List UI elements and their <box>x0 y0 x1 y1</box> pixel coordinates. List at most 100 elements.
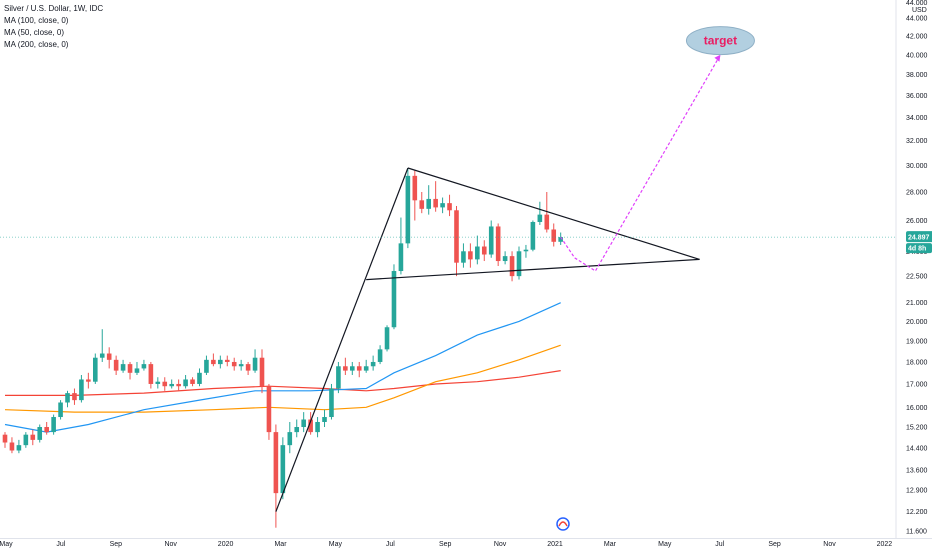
ma100-line <box>4 302 561 433</box>
candle-body <box>350 366 355 371</box>
candle-body <box>405 175 411 244</box>
price-tick-label: 17.000 <box>906 381 928 388</box>
candle-body <box>329 388 334 418</box>
time-tick-label: Sep <box>768 541 781 548</box>
time-tick-label: May <box>658 541 672 548</box>
candle-body <box>294 427 300 433</box>
price-badges: 24.897 4d 8h <box>0 231 932 254</box>
candle-body <box>322 417 327 422</box>
symbol-title[interactable]: Silver / U.S. Dollar, 1W, IDC <box>4 4 104 13</box>
candle-body <box>259 357 265 387</box>
candle-body <box>51 417 56 433</box>
price-tick-label: 42.000 <box>906 34 928 41</box>
price-tick-label: 18.000 <box>906 359 928 366</box>
candle-body <box>162 381 168 387</box>
time-tick-label: Nov <box>494 541 507 548</box>
candle-body <box>440 203 445 208</box>
time-tick-label: Jul <box>715 541 724 548</box>
candle-body <box>37 427 43 440</box>
price-tick-label: 13.600 <box>906 467 928 474</box>
candle-body <box>44 427 49 433</box>
candle-body <box>79 379 84 401</box>
candle-body <box>16 445 22 451</box>
chart-legend: Silver / U.S. Dollar, 1W, IDC MA (100, c… <box>4 3 103 51</box>
price-tick-label: 12.900 <box>906 488 928 495</box>
candlestick-series <box>2 168 563 528</box>
price-tick-label: 19.000 <box>906 339 928 346</box>
ma50-legend[interactable]: MA (50, close, 0) <box>4 28 65 37</box>
candle-body <box>398 243 404 272</box>
candle-body <box>280 445 286 494</box>
time-tick-label: Nov <box>823 541 836 548</box>
flagpole-line <box>275 167 409 512</box>
candle-body <box>468 251 473 260</box>
time-tick-label: Nov <box>164 541 177 548</box>
top-price-label: 44.000 <box>906 0 928 7</box>
countdown-badge <box>906 243 932 254</box>
ma50-line <box>4 344 561 413</box>
candle-body <box>58 402 63 418</box>
candle-body <box>454 210 459 263</box>
candle-body <box>99 353 105 358</box>
candle-body <box>391 271 397 328</box>
time-tick-label: May <box>329 541 343 548</box>
price-tick-label: 44.000 <box>906 16 928 23</box>
time-tick-label: Sep <box>110 541 123 548</box>
candle-body <box>461 251 466 263</box>
candle-body <box>211 359 216 365</box>
candle-body <box>523 249 529 252</box>
time-axis[interactable]: May Jul Sep Nov 2020 Mar May Jul Sep Nov 2021 Mar Ma… <box>0 538 932 549</box>
candle-body <box>190 379 195 384</box>
price-tick-label: 28.000 <box>906 189 928 196</box>
ma100-legend[interactable]: MA (100, close, 0) <box>4 16 69 25</box>
candle-body <box>176 383 181 387</box>
candle-body <box>495 226 501 262</box>
candle-body <box>308 419 313 433</box>
candle-body <box>9 442 15 451</box>
candle-body <box>92 357 98 382</box>
last-price-badge <box>906 231 932 243</box>
candle-body <box>183 379 188 387</box>
candle-body <box>384 327 390 350</box>
price-tick-label: 16.000 <box>906 405 928 412</box>
price-tick-label: 15.200 <box>906 425 928 432</box>
price-tick-label: 21.000 <box>906 300 928 307</box>
projection-path <box>560 54 721 272</box>
time-tick-label: 2020 <box>218 541 234 548</box>
candle-body <box>245 364 251 371</box>
time-tick-label: Sep <box>439 541 452 548</box>
candle-body <box>530 221 536 250</box>
candle-body <box>377 349 383 362</box>
price-tick-label: 30.000 <box>906 163 928 170</box>
candle-body <box>141 364 147 369</box>
candle-body <box>231 361 237 367</box>
ma200-legend[interactable]: MA (200, close, 0) <box>4 40 69 49</box>
candle-body <box>204 359 209 373</box>
price-tick-label: 26.000 <box>906 218 928 225</box>
candle-body <box>197 372 202 384</box>
time-tick-label: May <box>0 541 13 548</box>
candle-body <box>106 353 112 360</box>
price-axis[interactable]: 11.600 12.200 12.900 13.600 14.400 15.200 16.0… <box>906 16 928 536</box>
target-annotation[interactable]: target <box>685 26 755 56</box>
candle-body <box>86 379 91 382</box>
candle-body <box>287 432 293 446</box>
tradingview-logo-icon[interactable] <box>556 517 570 531</box>
price-tick-label: 34.000 <box>906 115 928 122</box>
price-tick-label: 32.000 <box>906 138 928 145</box>
candle-body <box>343 366 348 371</box>
candle-body <box>370 361 376 367</box>
candle-body <box>72 393 77 401</box>
currency-label: USD <box>912 7 927 14</box>
target-label: target <box>704 34 737 48</box>
time-tick-label: Mar <box>604 541 617 548</box>
countdown-label: 4d 8h <box>908 246 926 253</box>
candle-body <box>301 419 306 428</box>
candle-body <box>488 226 494 255</box>
candle-body <box>537 214 543 222</box>
triangle-pattern <box>275 54 721 512</box>
candle-body <box>65 393 70 403</box>
candle-body <box>2 434 8 443</box>
candle-body <box>363 366 369 371</box>
